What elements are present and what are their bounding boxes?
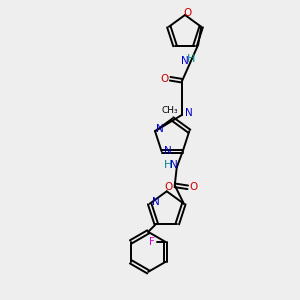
- Text: N: N: [156, 124, 164, 134]
- Text: H: H: [187, 54, 195, 64]
- Text: CH₃: CH₃: [162, 106, 178, 115]
- Text: O: O: [165, 182, 173, 192]
- Text: F: F: [148, 237, 154, 247]
- Text: H: H: [164, 160, 172, 170]
- Text: O: O: [183, 8, 191, 18]
- Text: O: O: [160, 74, 168, 84]
- Text: N: N: [164, 146, 172, 156]
- Text: N: N: [185, 108, 193, 118]
- Text: N: N: [170, 160, 178, 170]
- Text: N: N: [152, 197, 160, 207]
- Text: O: O: [190, 182, 198, 192]
- Text: N: N: [181, 56, 189, 66]
